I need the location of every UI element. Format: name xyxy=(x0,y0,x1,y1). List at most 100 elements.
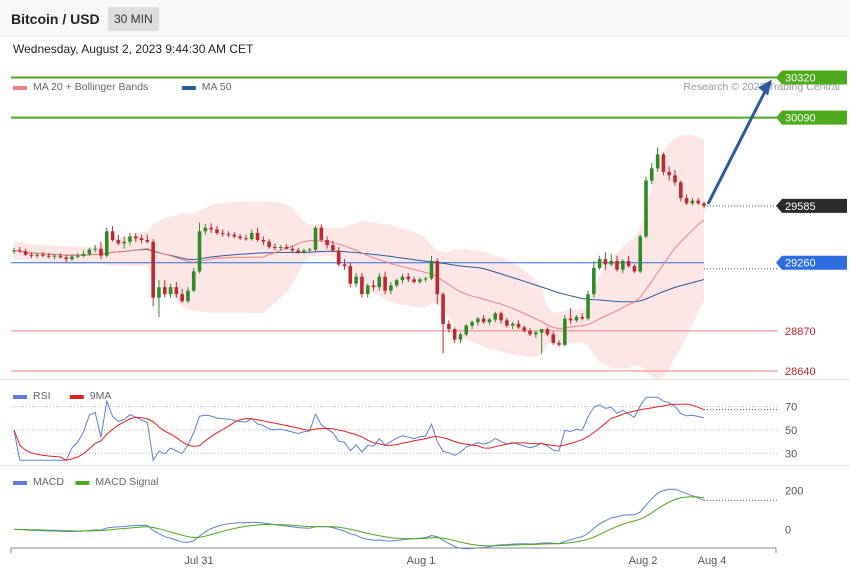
pivot-badge-shape xyxy=(776,255,847,270)
candle xyxy=(209,223,213,233)
candle xyxy=(609,253,614,267)
candle-body xyxy=(145,239,150,242)
candle-body xyxy=(661,154,666,172)
candle xyxy=(667,166,672,181)
candle xyxy=(429,255,434,281)
candle-body xyxy=(499,313,503,321)
candle-body xyxy=(626,260,631,267)
candle xyxy=(354,273,358,288)
candle-body xyxy=(336,250,341,265)
candle xyxy=(244,234,248,241)
candle-body xyxy=(539,329,544,333)
candle xyxy=(696,198,700,206)
rsi-tick-label: 70 xyxy=(785,402,797,414)
candle xyxy=(551,331,556,345)
candle xyxy=(151,239,155,307)
candle xyxy=(679,180,683,202)
candle-body xyxy=(354,276,358,284)
candle-body xyxy=(505,320,509,326)
candle-body xyxy=(621,260,625,270)
candle-body xyxy=(70,256,74,260)
candle xyxy=(267,239,271,249)
candle-body xyxy=(435,260,440,295)
candle-body xyxy=(238,236,242,239)
candle xyxy=(673,170,677,186)
candle-body xyxy=(534,332,538,335)
candle-body xyxy=(296,250,300,253)
candle-body xyxy=(64,257,68,260)
candle-body xyxy=(452,329,457,340)
candle xyxy=(261,236,266,246)
candle-body xyxy=(99,248,103,256)
candle-body xyxy=(383,276,387,291)
candle-body xyxy=(133,236,138,239)
candle-body xyxy=(609,260,614,265)
candle xyxy=(441,292,445,354)
rsi-tick-label: 50 xyxy=(785,425,797,437)
main-legend-label: MA 20 + Bollinger Bands xyxy=(33,81,148,93)
candle-body xyxy=(139,238,144,240)
macd-legend-label: MACD xyxy=(33,476,64,488)
candle xyxy=(360,273,364,298)
candle xyxy=(110,225,115,242)
support-level-label: 28640 xyxy=(785,366,816,378)
bollinger-band xyxy=(14,134,704,381)
candle-body xyxy=(75,255,80,257)
candle xyxy=(539,329,544,354)
candle xyxy=(174,281,179,298)
candle xyxy=(35,253,39,259)
candle-body xyxy=(493,313,498,320)
candle xyxy=(481,315,486,324)
candle xyxy=(255,227,260,242)
candle-body xyxy=(168,287,173,295)
candle-body xyxy=(348,266,353,284)
candle-body xyxy=(209,227,213,230)
candle xyxy=(406,273,411,282)
candle xyxy=(365,283,370,298)
candle xyxy=(342,259,347,270)
candle xyxy=(46,253,51,259)
candle-body xyxy=(418,279,422,282)
candle xyxy=(394,278,399,288)
candle xyxy=(302,248,306,254)
candle-body xyxy=(406,276,411,280)
candle xyxy=(487,317,492,325)
candle xyxy=(592,260,596,298)
target-badge-label: 30090 xyxy=(785,113,816,125)
candle-body xyxy=(586,294,590,319)
forecast-arrow-shaft xyxy=(706,88,768,205)
candle-body xyxy=(180,294,184,302)
candle-body xyxy=(215,229,219,233)
x-tick-label: Jul 31 xyxy=(184,555,213,567)
candle-body xyxy=(284,246,289,249)
candle xyxy=(116,234,121,246)
candle xyxy=(238,233,242,240)
interval-button[interactable]: 30 MIN xyxy=(108,7,159,31)
main-legend-swatch xyxy=(13,86,27,90)
candle xyxy=(586,290,590,321)
support-level-label: 28870 xyxy=(785,326,816,338)
candle-body xyxy=(46,255,51,257)
candle-body xyxy=(342,264,347,267)
candle xyxy=(690,198,695,206)
candle xyxy=(58,253,63,259)
candle xyxy=(702,201,706,209)
candle xyxy=(574,315,579,323)
target-level-badge: 30320 xyxy=(776,70,847,85)
candle-body xyxy=(41,254,45,256)
candle xyxy=(290,246,295,253)
candle xyxy=(203,224,208,235)
candle-body xyxy=(377,276,382,288)
candle-body xyxy=(87,249,92,254)
candle xyxy=(104,227,109,258)
candle xyxy=(545,327,550,337)
candle-body xyxy=(557,343,561,345)
macd-legend-swatch xyxy=(75,481,90,485)
candle xyxy=(650,163,654,185)
candle-body xyxy=(371,285,376,288)
candle xyxy=(377,273,382,291)
rsi-legend-swatch xyxy=(13,395,27,399)
candle-body xyxy=(447,323,451,330)
candle-body xyxy=(464,325,469,335)
